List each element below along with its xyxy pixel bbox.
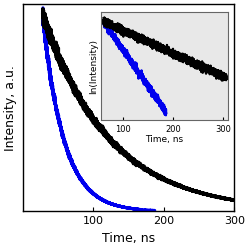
X-axis label: Time, ns: Time, ns [102, 232, 155, 245]
Y-axis label: Intensity, a.u.: Intensity, a.u. [4, 65, 17, 151]
